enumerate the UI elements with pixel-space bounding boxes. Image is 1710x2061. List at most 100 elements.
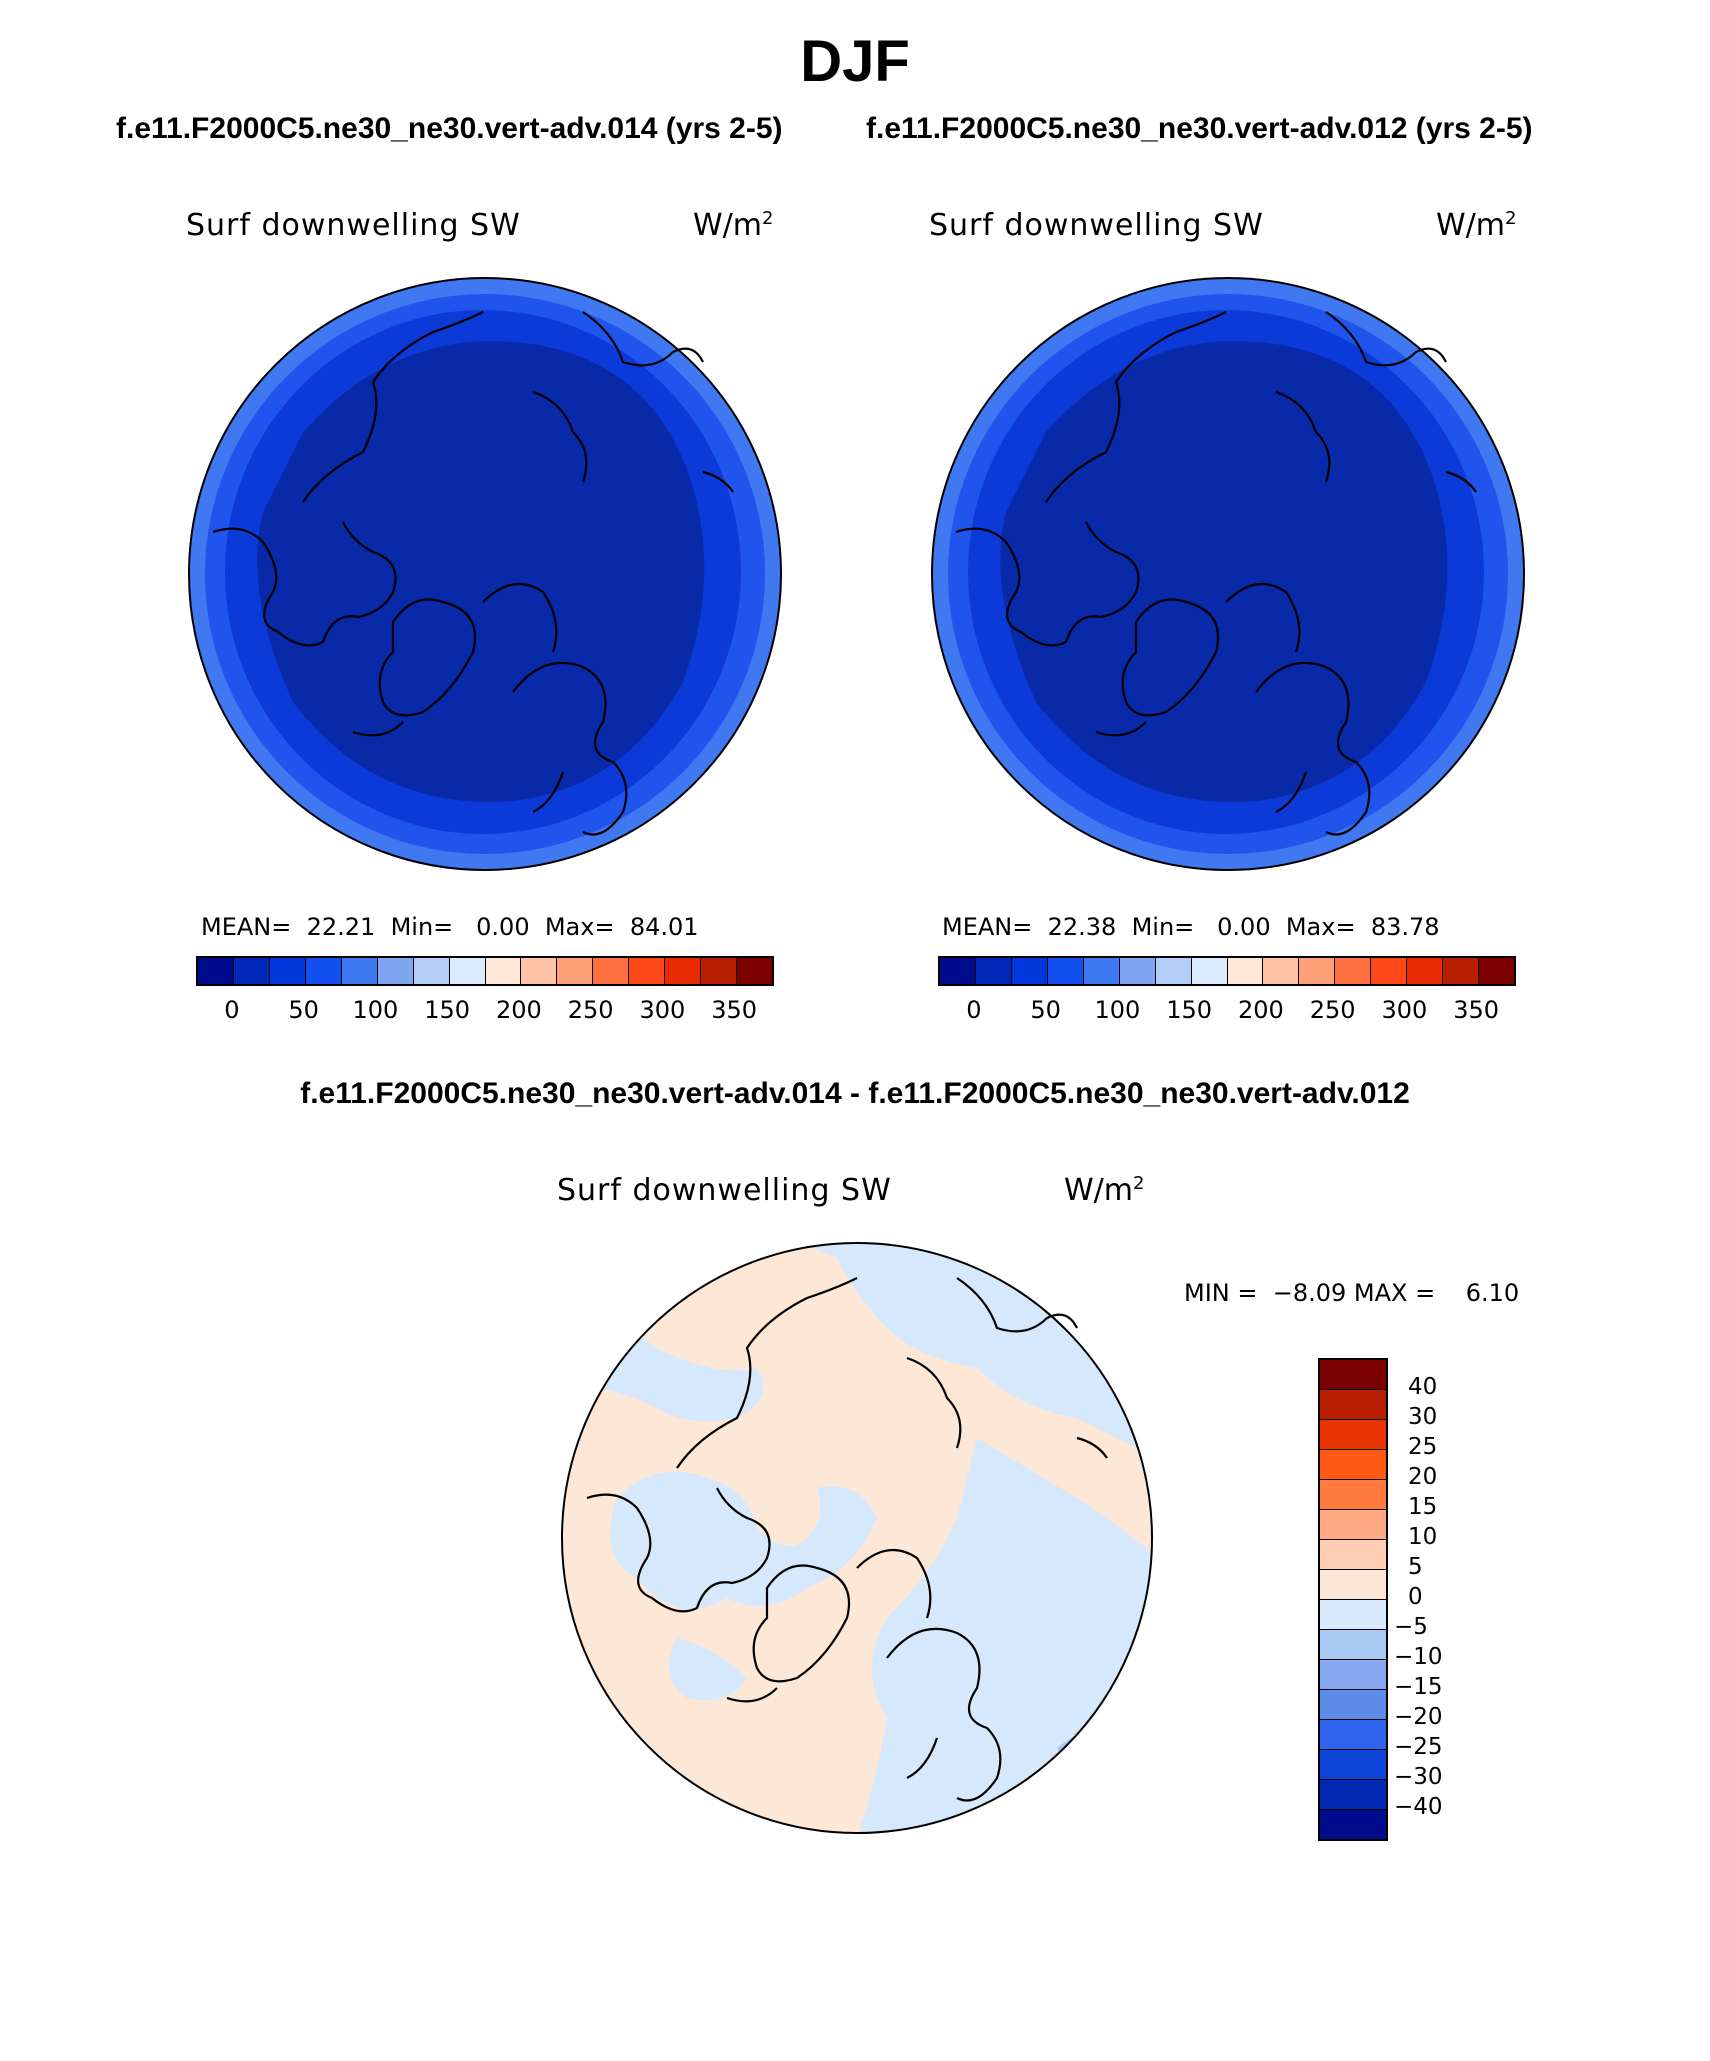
- colorbar-box-5: [377, 958, 414, 984]
- right-colorbar: [938, 956, 1516, 986]
- coastlines: [955, 311, 1477, 836]
- colorbar-box-13: [665, 958, 702, 984]
- colorbar-tick-label: 250: [1309, 996, 1356, 1024]
- colorbar-box-0: [198, 958, 234, 984]
- colorbar-box-11: [593, 958, 630, 984]
- diff-colorbar-box-15: [1320, 1810, 1386, 1839]
- diff-colorbar-label: −30: [1394, 1764, 1443, 1790]
- diff-colorbar-box-12: [1320, 1720, 1386, 1750]
- diff-colorbar-label: −5: [1394, 1614, 1428, 1640]
- diff-colorbar-box-9: [1320, 1630, 1386, 1660]
- diff-units-label: W/m2: [1064, 1173, 1145, 1208]
- colorbar-box-0: [940, 958, 976, 984]
- colorbar-box-12: [629, 958, 666, 984]
- diff-field-cool-patch: [669, 1638, 747, 1701]
- colorbar-box-8: [1227, 958, 1264, 984]
- right-variable-label: Surf downwelling SW: [929, 208, 1264, 243]
- colorbar-box-6: [413, 958, 450, 984]
- diff-colorbar-label: 40: [1408, 1374, 1438, 1400]
- diff-minmax: MIN = −8.09 MAX = 6.10: [1184, 1279, 1520, 1307]
- diff-colorbar-label: 0: [1408, 1584, 1423, 1610]
- diff-colorbar-box-0: [1320, 1360, 1386, 1390]
- colorbar-box-10: [557, 958, 594, 984]
- diff-colorbar-label: −25: [1394, 1734, 1443, 1760]
- diff-colorbar-box-10: [1320, 1660, 1386, 1690]
- diff-colorbar-box-5: [1320, 1510, 1386, 1540]
- colorbar-tick-label: 0: [966, 996, 982, 1024]
- colorbar-tick-label: 50: [288, 996, 319, 1024]
- left-colorbar-ticks: 0 50 100 150 200 250 300 350: [196, 996, 770, 1026]
- left-colorbar: [196, 956, 774, 986]
- figure-title: DJF: [800, 29, 910, 94]
- colorbar-box-1: [233, 958, 270, 984]
- colorbar-tick-label: 100: [352, 996, 399, 1024]
- left-polar-map: [188, 277, 782, 871]
- left-units-label: W/m2: [693, 208, 774, 243]
- diff-colorbar-box-2: [1320, 1420, 1386, 1450]
- diff-colorbar-box-4: [1320, 1480, 1386, 1510]
- colorbar-box-4: [341, 958, 378, 984]
- colorbar-tick-label: 350: [711, 996, 758, 1024]
- colorbar-box-1: [975, 958, 1012, 984]
- colorbar-tick-label: 50: [1030, 996, 1061, 1024]
- colorbar-box-15: [737, 958, 772, 984]
- colorbar-tick-label: 200: [1237, 996, 1284, 1024]
- colorbar-tick-label: 100: [1094, 996, 1141, 1024]
- diff-variable-label: Surf downwelling SW: [557, 1173, 892, 1208]
- colorbar-box-3: [1047, 958, 1084, 984]
- colorbar-box-15: [1479, 958, 1514, 984]
- diff-colorbar-box-13: [1320, 1750, 1386, 1780]
- colorbar-box-8: [485, 958, 522, 984]
- colorbar-tick-label: 300: [639, 996, 686, 1024]
- diff-colorbar-label: 25: [1408, 1434, 1438, 1460]
- coastlines: [212, 311, 734, 836]
- colorbar-box-10: [1299, 958, 1336, 984]
- left-case-title: f.e11.F2000C5.ne30_ne30.vert-adv.014 (yr…: [116, 112, 783, 145]
- colorbar-box-12: [1371, 958, 1408, 984]
- difference-polar-map: [561, 1242, 1153, 1834]
- difference-title: f.e11.F2000C5.ne30_ne30.vert-adv.014 - f…: [300, 1077, 1410, 1110]
- diff-colorbar-label: −40: [1394, 1794, 1443, 1820]
- diff-colorbar-label: 5: [1408, 1554, 1423, 1580]
- diff-colorbar-label: 20: [1408, 1464, 1438, 1490]
- colorbar-box-7: [1191, 958, 1228, 984]
- colorbar-box-3: [305, 958, 342, 984]
- colorbar-tick-label: 150: [424, 996, 471, 1024]
- diff-colorbar-box-6: [1320, 1540, 1386, 1570]
- colorbar-box-14: [1443, 958, 1480, 984]
- diff-colorbar-box-3: [1320, 1450, 1386, 1480]
- diff-colorbar-label: −20: [1394, 1704, 1443, 1730]
- coastlines: [586, 1277, 1108, 1802]
- colorbar-tick-label: 300: [1381, 996, 1428, 1024]
- colorbar-tick-label: 350: [1453, 996, 1500, 1024]
- right-colorbar-ticks: 0 50 100 150 200 250 300 350: [938, 996, 1512, 1026]
- colorbar-box-6: [1155, 958, 1192, 984]
- diff-colorbar-label: 10: [1408, 1524, 1438, 1550]
- colorbar-box-9: [521, 958, 558, 984]
- right-case-title: f.e11.F2000C5.ne30_ne30.vert-adv.012 (yr…: [866, 112, 1533, 145]
- diff-colorbar-box-1: [1320, 1390, 1386, 1420]
- colorbar-tick-label: 0: [224, 996, 240, 1024]
- diff-colorbar-box-7: [1320, 1570, 1386, 1600]
- map-field-inner: [1000, 341, 1448, 803]
- diff-field-cool-center: [610, 1471, 877, 1610]
- colorbar-box-2: [269, 958, 306, 984]
- diff-colorbar-label: 30: [1408, 1404, 1438, 1430]
- colorbar-tick-label: 150: [1166, 996, 1213, 1024]
- colorbar-box-13: [1407, 958, 1444, 984]
- colorbar-tick-label: 200: [495, 996, 542, 1024]
- left-stats: MEAN= 22.21 Min= 0.00 Max= 84.01: [201, 913, 699, 941]
- right-polar-map: [931, 277, 1525, 871]
- colorbar-box-14: [701, 958, 738, 984]
- diff-colorbar-box-8: [1320, 1600, 1386, 1630]
- left-variable-label: Surf downwelling SW: [186, 208, 521, 243]
- right-units-label: W/m2: [1436, 208, 1517, 243]
- difference-colorbar: [1318, 1358, 1388, 1841]
- diff-colorbar-box-11: [1320, 1690, 1386, 1720]
- diff-colorbar-label: −10: [1394, 1644, 1443, 1670]
- colorbar-box-2: [1011, 958, 1048, 984]
- colorbar-box-4: [1083, 958, 1120, 984]
- right-stats: MEAN= 22.38 Min= 0.00 Max= 83.78: [942, 913, 1440, 941]
- colorbar-box-9: [1263, 958, 1300, 984]
- diff-colorbar-label: −15: [1394, 1674, 1443, 1700]
